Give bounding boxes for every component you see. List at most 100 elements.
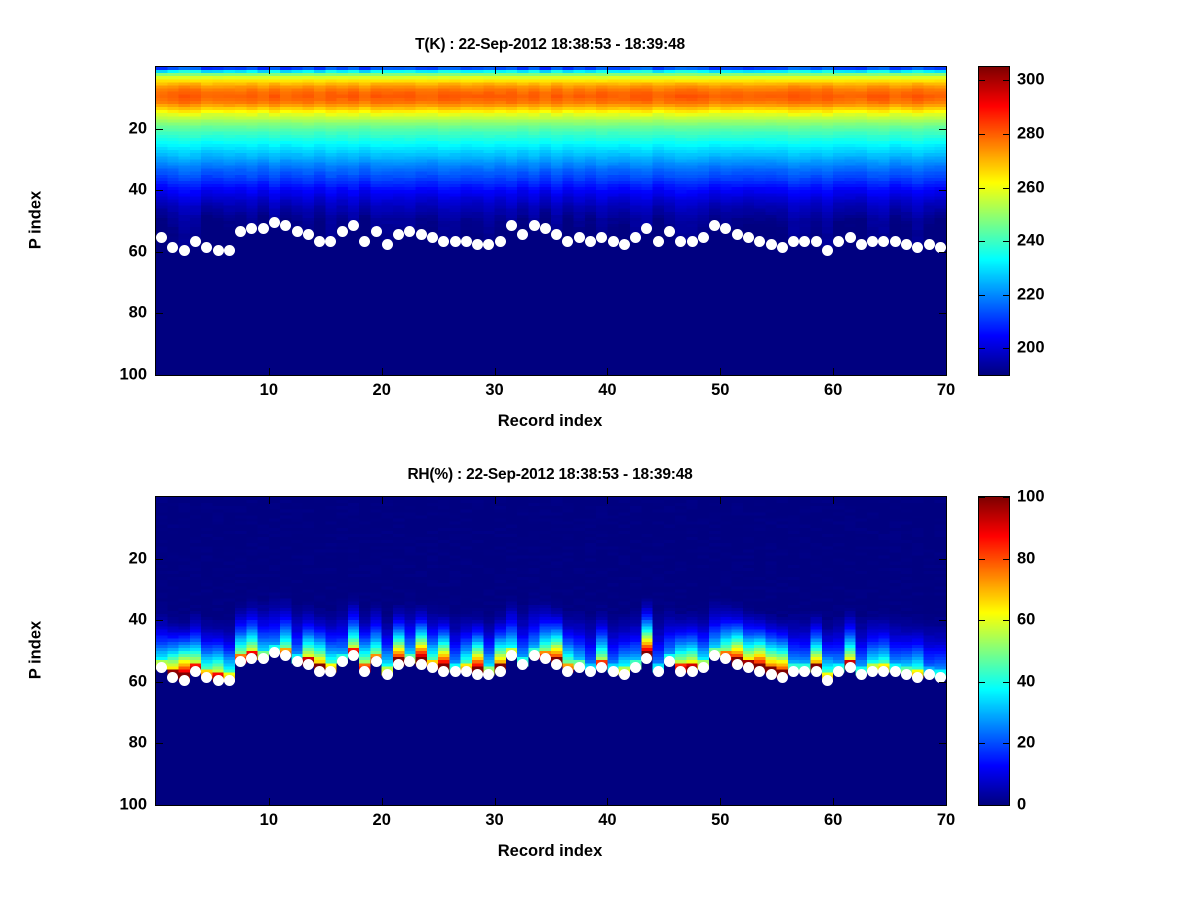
- x-axis-tick: [494, 67, 496, 74]
- colorbar-tick-label: 20: [1017, 733, 1036, 752]
- colorbar-tick: [979, 241, 985, 243]
- colorbar-tick: [979, 620, 985, 622]
- temperature-colorbar-gradient: [979, 67, 1009, 375]
- x-axis-tick-label: 70: [936, 811, 956, 829]
- y-axis-tick-label: 100: [119, 365, 147, 384]
- colorbar-tick-label: 60: [1017, 610, 1036, 629]
- x-axis-tick-label: 50: [711, 811, 730, 829]
- x-axis-tick: [494, 368, 496, 375]
- colorbar-tick: [979, 497, 985, 498]
- colorbar-tick-label: 260: [1017, 178, 1045, 197]
- y-axis-tick: [156, 743, 163, 745]
- x-axis-tick: [607, 368, 609, 375]
- x-axis-tick: [946, 798, 947, 805]
- colorbar-tick-label: 40: [1017, 672, 1036, 691]
- temperature-heatmap-axes: 20 40 60 80 100 10 20 30 40 50 60 70: [119, 66, 955, 399]
- colorbar-tick: [1003, 294, 1009, 296]
- y-axis-tick: [939, 743, 946, 745]
- x-axis-tick: [607, 798, 609, 805]
- temperature-panel-title: T(K) : 22-Sep-2012 18:38:53 - 18:39:48: [415, 36, 685, 53]
- y-axis-tick: [939, 251, 946, 253]
- colorbar-tick: [979, 348, 985, 350]
- x-axis-tick-label: 50: [711, 381, 730, 399]
- colorbar-tick: [1003, 805, 1009, 806]
- colorbar-tick: [979, 681, 985, 683]
- x-axis-tick: [946, 67, 947, 74]
- colorbar-tick: [1003, 681, 1009, 683]
- x-axis-tick-label: 60: [823, 811, 843, 829]
- x-axis-tick: [720, 67, 722, 74]
- colorbar-tick-label: 240: [1017, 231, 1045, 250]
- y-axis-tick: [156, 375, 163, 376]
- y-axis-tick: [939, 558, 946, 560]
- x-axis-tick: [381, 497, 383, 504]
- x-axis-tick: [833, 67, 835, 74]
- x-axis-tick-label: 70: [936, 381, 956, 399]
- y-axis-tick: [156, 251, 163, 253]
- x-axis-tick: [833, 798, 835, 805]
- x-axis-tick-label: 40: [598, 811, 617, 829]
- y-axis-tick-label: 60: [128, 242, 147, 261]
- x-axis-tick-label: 40: [598, 381, 617, 399]
- y-axis-tick-label: 20: [128, 549, 147, 568]
- x-axis-tick: [268, 497, 270, 504]
- temperature-heatmap-image: [156, 67, 946, 375]
- x-axis-tick: [720, 368, 722, 375]
- y-axis-tick: [156, 681, 163, 683]
- colorbar-tick: [979, 187, 985, 189]
- y-axis-tick-label: 60: [128, 672, 147, 691]
- colorbar-tick-label: 100: [1017, 487, 1045, 506]
- humidity-colorbar: 0 20 40 60 80 100: [978, 488, 1045, 814]
- humidity-x-axis-label: Record index: [497, 842, 603, 860]
- x-axis-tick-label: 30: [485, 381, 504, 399]
- y-axis-tick: [156, 313, 163, 315]
- x-axis-tick: [607, 67, 609, 74]
- colorbar-tick-label: 220: [1017, 285, 1045, 304]
- colorbar-tick: [979, 80, 985, 82]
- humidity-colorbar-gradient: [979, 497, 1009, 805]
- x-axis-tick: [268, 67, 270, 74]
- x-axis-tick-label: 30: [485, 811, 504, 829]
- x-axis-tick: [720, 798, 722, 805]
- y-axis-tick: [156, 128, 163, 130]
- colorbar-tick-label: 0: [1017, 795, 1027, 814]
- colorbar-tick: [1003, 241, 1009, 243]
- x-axis-tick: [381, 368, 383, 375]
- colorbar-tick: [979, 133, 985, 135]
- colorbar-tick: [979, 294, 985, 296]
- colorbar-tick-label: 80: [1017, 549, 1036, 568]
- y-axis-tick: [939, 128, 946, 130]
- y-axis-tick: [939, 190, 946, 192]
- y-axis-tick-label: 20: [128, 119, 147, 138]
- temperature-y-axis-label: P index: [26, 190, 45, 250]
- colorbar-tick: [1003, 497, 1009, 498]
- y-axis-tick-label: 80: [128, 303, 147, 322]
- temperature-colorbar: 200 220 240 260 280 300: [978, 66, 1045, 376]
- y-axis-tick: [156, 620, 163, 622]
- temperature-panel: T(K) : 22-Sep-2012 18:38:53 - 18:39:48 P…: [26, 36, 1045, 430]
- y-axis-tick-label: 80: [128, 733, 147, 752]
- x-axis-tick: [268, 368, 270, 375]
- y-axis-tick-label: 40: [128, 180, 147, 199]
- colorbar-tick: [1003, 743, 1009, 745]
- humidity-y-axis-label: P index: [26, 620, 45, 680]
- y-axis-tick: [156, 558, 163, 560]
- x-axis-tick-label: 10: [259, 381, 279, 399]
- colorbar-tick: [1003, 620, 1009, 622]
- y-axis-tick: [939, 805, 946, 806]
- x-axis-tick-label: 10: [259, 811, 279, 829]
- x-axis-tick: [946, 497, 947, 504]
- y-axis-tick-label: 100: [119, 795, 147, 814]
- colorbar-tick: [979, 558, 985, 560]
- x-axis-tick-label: 20: [372, 381, 391, 399]
- colorbar-tick-label: 280: [1017, 124, 1045, 143]
- y-axis-tick-label: 40: [128, 610, 147, 629]
- humidity-panel-title: RH(%) : 22-Sep-2012 18:38:53 - 18:39:48: [407, 466, 693, 483]
- temperature-x-axis-label: Record index: [497, 412, 603, 430]
- humidity-heatmap-image: [156, 497, 946, 805]
- colorbar-tick-label: 200: [1017, 338, 1045, 357]
- colorbar-tick: [979, 805, 985, 806]
- colorbar-tick: [979, 743, 985, 745]
- humidity-heatmap-axes: 20 40 60 80 100 10 20 30 40 50 60 70: [119, 496, 955, 829]
